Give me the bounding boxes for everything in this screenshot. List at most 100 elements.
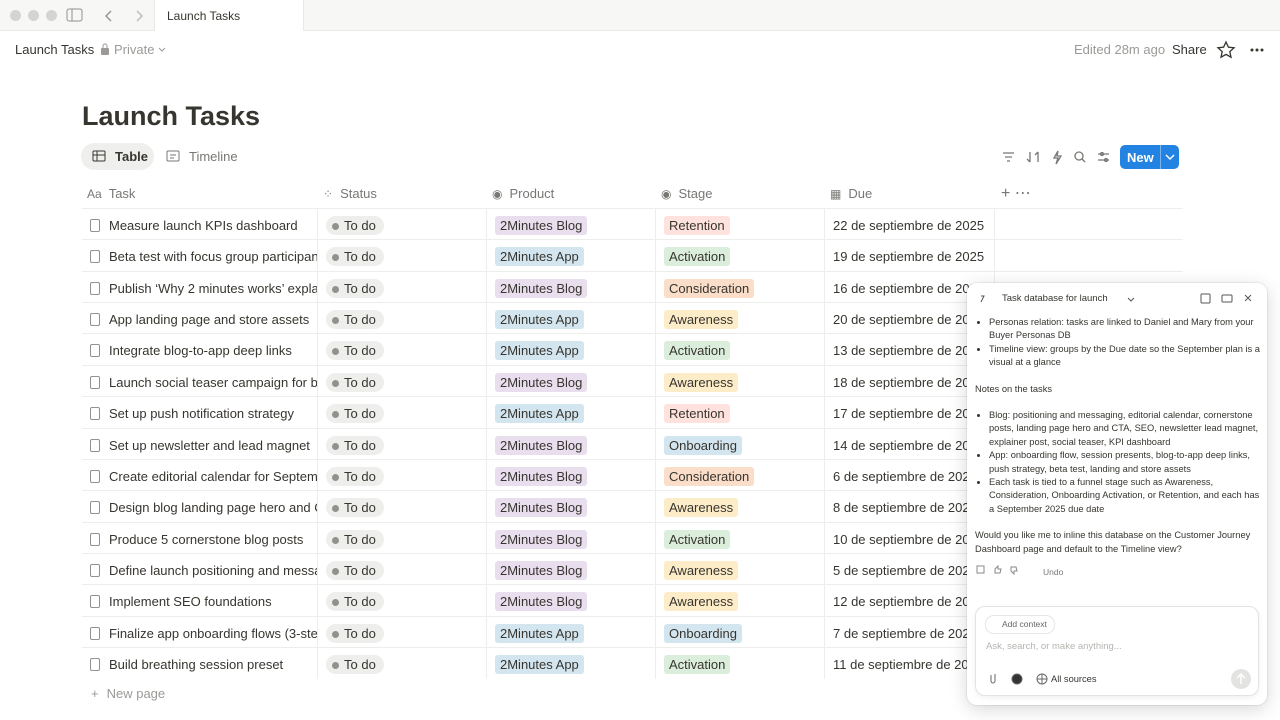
stage-tag[interactable]: Activation [664, 529, 731, 549]
status-tag[interactable]: To do [326, 216, 384, 235]
status-tag[interactable]: To do [326, 310, 384, 330]
breadcrumb[interactable]: Launch Tasks [15, 42, 95, 57]
task-name[interactable]: Measure launch KPIs dashboard [109, 218, 298, 233]
status-tag[interactable]: To do [326, 278, 384, 298]
product-tag[interactable]: 2Minutes Blog [495, 498, 588, 518]
ai-panel-icons[interactable] [977, 292, 1262, 306]
table-row[interactable]: Measure launch KPIs dashboard To do 2Minut… [82, 208, 1183, 240]
new-button-label[interactable]: New [1127, 150, 1154, 165]
table-row[interactable]: App landing page and store assets To do 2M… [82, 302, 1183, 335]
product-tag[interactable]: 2Minutes Blog [495, 529, 588, 549]
task-name[interactable]: Create editorial calendar for Septemb [109, 468, 318, 484]
stage-tag[interactable]: Retention [664, 216, 730, 235]
add-context[interactable]: Add context [985, 615, 1055, 635]
table-row[interactable]: Implement SEO foundations To do 2Minutes B… [82, 584, 1183, 617]
product-tag[interactable]: 2Minutes App [495, 623, 584, 643]
product-tag[interactable]: 2Minutes App [495, 341, 584, 361]
task-name[interactable]: Build breathing session preset [109, 657, 284, 673]
table-row[interactable]: Build breathing session preset To do 2Minu… [82, 647, 1183, 680]
column-header[interactable]: Aa Task [87, 186, 135, 201]
status-tag[interactable]: To do [326, 560, 384, 580]
status-tag[interactable]: To do [326, 466, 384, 486]
stage-tag[interactable]: Activation [664, 341, 731, 361]
new-row-label[interactable]: New page [106, 686, 166, 702]
nav-icons[interactable] [66, 8, 186, 24]
product-tag[interactable]: 2Minutes Blog [495, 372, 588, 392]
product-tag[interactable]: 2Minutes App [495, 404, 584, 424]
product-tag[interactable]: 2Minutes Blog [495, 592, 588, 612]
privacy[interactable]: Private [114, 42, 155, 57]
view-tab[interactable]: Timeline [189, 149, 238, 164]
task-name[interactable]: Set up newsletter and lead magnet [109, 437, 310, 453]
task-name[interactable]: Produce 5 cornerstone blog posts [109, 531, 304, 547]
column-label[interactable]: Task [108, 186, 136, 201]
stage-tag[interactable]: Retention [664, 404, 730, 424]
table-row[interactable]: Integrate blog-to-app deep links To do 2Mi… [82, 333, 1183, 366]
task-name[interactable]: Design blog landing page hero and CT [109, 500, 318, 516]
table-row[interactable]: Publish ‘Why 2 minutes works’ explair To … [82, 270, 1183, 303]
new-button[interactable]: New [1120, 145, 1179, 169]
undo-button[interactable]: Undo [1043, 567, 1064, 578]
column-label[interactable]: Status [340, 186, 377, 201]
task-name[interactable]: Launch social teaser campaign for blo [109, 374, 318, 390]
send-button[interactable] [1230, 668, 1252, 690]
stage-tag[interactable]: Onboarding [664, 623, 742, 643]
stage-tag[interactable]: Awareness [664, 560, 739, 580]
stage-tag[interactable]: Consideration [664, 278, 755, 298]
product-tag[interactable]: 2Minutes Blog [495, 560, 588, 580]
column-label[interactable]: Due [848, 186, 873, 201]
product-tag[interactable]: 2Minutes Blog [495, 466, 588, 486]
table-row[interactable]: Design blog landing page hero and CT To d… [82, 490, 1183, 523]
table-row[interactable]: Finalize app onboarding flows (3-step To … [82, 615, 1183, 648]
browser-tab[interactable]: Launch Tasks [154, 0, 304, 31]
stage-tag[interactable]: Awareness [664, 310, 739, 330]
stage-tag[interactable]: Consideration [664, 466, 755, 486]
task-name[interactable]: Define launch positioning and messag [109, 562, 318, 578]
column-header[interactable]: ⁘ Status [323, 186, 377, 201]
product-tag[interactable]: 2Minutes App [495, 655, 584, 675]
sources-selector[interactable]: All sources [1051, 674, 1097, 684]
status-tag[interactable]: To do [326, 435, 384, 455]
ai-panel-title[interactable]: Task database for launch [1002, 293, 1108, 304]
table-row[interactable]: Launch social teaser campaign for blo To … [82, 364, 1183, 397]
table-row[interactable]: Beta test with focus group participant To… [82, 239, 1183, 272]
table-row[interactable]: Create editorial calendar for Septemb To … [82, 458, 1183, 491]
product-tag[interactable]: 2Minutes Blog [495, 216, 588, 235]
task-name[interactable]: Integrate blog-to-app deep links [109, 343, 292, 359]
add-column[interactable]: + ⋯ [1001, 185, 1031, 202]
status-tag[interactable]: To do [326, 341, 384, 361]
header-actions[interactable] [1216, 40, 1272, 60]
status-tag[interactable]: To do [326, 529, 384, 549]
chat-placeholder[interactable]: Ask, search, or make anything... [986, 641, 1122, 652]
table-row[interactable]: Define launch positioning and messag To d… [82, 552, 1183, 585]
status-tag[interactable]: To do [326, 247, 384, 267]
task-name[interactable]: Beta test with focus group participant [109, 249, 318, 265]
feedback-icons[interactable] [975, 564, 1031, 576]
new-row[interactable]: + New page [91, 686, 165, 701]
new-dropdown[interactable] [1160, 145, 1179, 169]
product-tag[interactable]: 2Minutes App [495, 247, 584, 267]
stage-tag[interactable]: Onboarding [664, 435, 742, 455]
share-button[interactable]: Share [1172, 42, 1207, 57]
task-name[interactable]: Implement SEO foundations [109, 594, 272, 610]
task-name[interactable]: Finalize app onboarding flows (3-step [109, 625, 318, 641]
product-tag[interactable]: 2Minutes App [495, 310, 584, 330]
task-name[interactable]: App landing page and store assets [109, 312, 310, 328]
stage-tag[interactable]: Activation [664, 655, 731, 675]
task-name[interactable]: Set up push notification strategy [109, 406, 295, 422]
column-header[interactable]: ▦ Due [830, 186, 872, 201]
table-row[interactable]: Set up newsletter and lead magnet To do 2M… [82, 427, 1183, 460]
status-tag[interactable]: To do [326, 592, 384, 612]
column-header[interactable]: ◉ Stage [661, 186, 712, 201]
toolbar-icons[interactable] [1000, 149, 1115, 165]
input-icons[interactable] [986, 671, 1056, 687]
status-tag[interactable]: To do [326, 655, 384, 675]
status-tag[interactable]: To do [326, 623, 384, 643]
column-label[interactable]: Product [509, 186, 555, 201]
status-tag[interactable]: To do [326, 498, 384, 518]
column-label[interactable]: Stage [678, 186, 713, 201]
table-row[interactable]: Set up push notification strategy To do 2M… [82, 396, 1183, 429]
stage-tag[interactable]: Awareness [664, 372, 739, 392]
task-name[interactable]: Publish ‘Why 2 minutes works’ explair [109, 280, 318, 296]
stage-tag[interactable]: Awareness [664, 592, 739, 612]
